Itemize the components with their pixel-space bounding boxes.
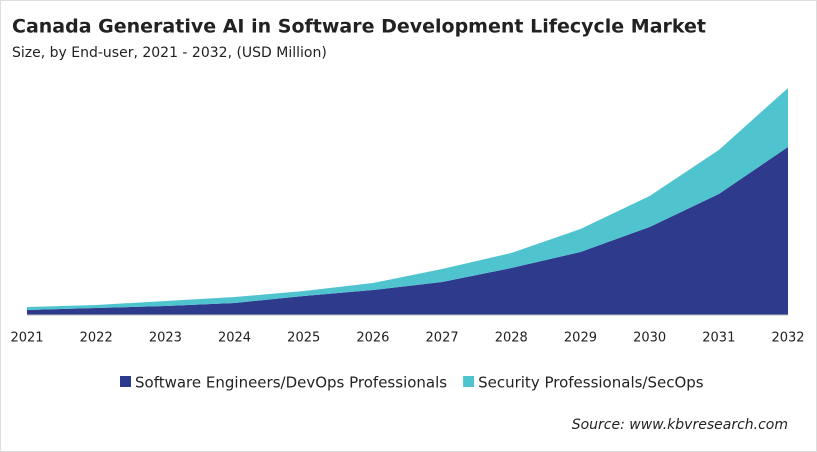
x-tick-label: 2022 — [80, 331, 113, 346]
x-tick-label: 2027 — [426, 331, 459, 346]
x-tick-label: 2028 — [495, 331, 528, 346]
x-tick-label: 2023 — [149, 331, 182, 346]
x-tick-label: 2029 — [564, 331, 597, 346]
chart-title: Canada Generative AI in Software Develop… — [12, 16, 706, 38]
legend-swatch — [463, 376, 475, 387]
x-tick-label: 2024 — [218, 331, 251, 346]
x-tick-label: 2021 — [10, 331, 43, 346]
area — [27, 147, 788, 315]
x-tick-label: 2032 — [771, 331, 804, 346]
legend-swatch — [120, 376, 131, 387]
x-tick-label: 2026 — [356, 331, 389, 346]
legend-label: Software Engineers/DevOps Professionals — [135, 374, 447, 392]
legend-label: Security Professionals/SecOps — [478, 374, 704, 392]
chart-subtitle: Size, by End-user, 2021 - 2032, (USD Mil… — [12, 45, 327, 61]
plot — [27, 88, 788, 315]
source: Source: www.kbvresearch.com — [572, 417, 788, 433]
x-tick-label: 2031 — [702, 331, 735, 346]
x-tick-label: 2025 — [287, 331, 320, 346]
legend: Software Engineers/DevOps Professionals S… — [120, 374, 704, 392]
x-tick-label: 2030 — [633, 331, 666, 346]
